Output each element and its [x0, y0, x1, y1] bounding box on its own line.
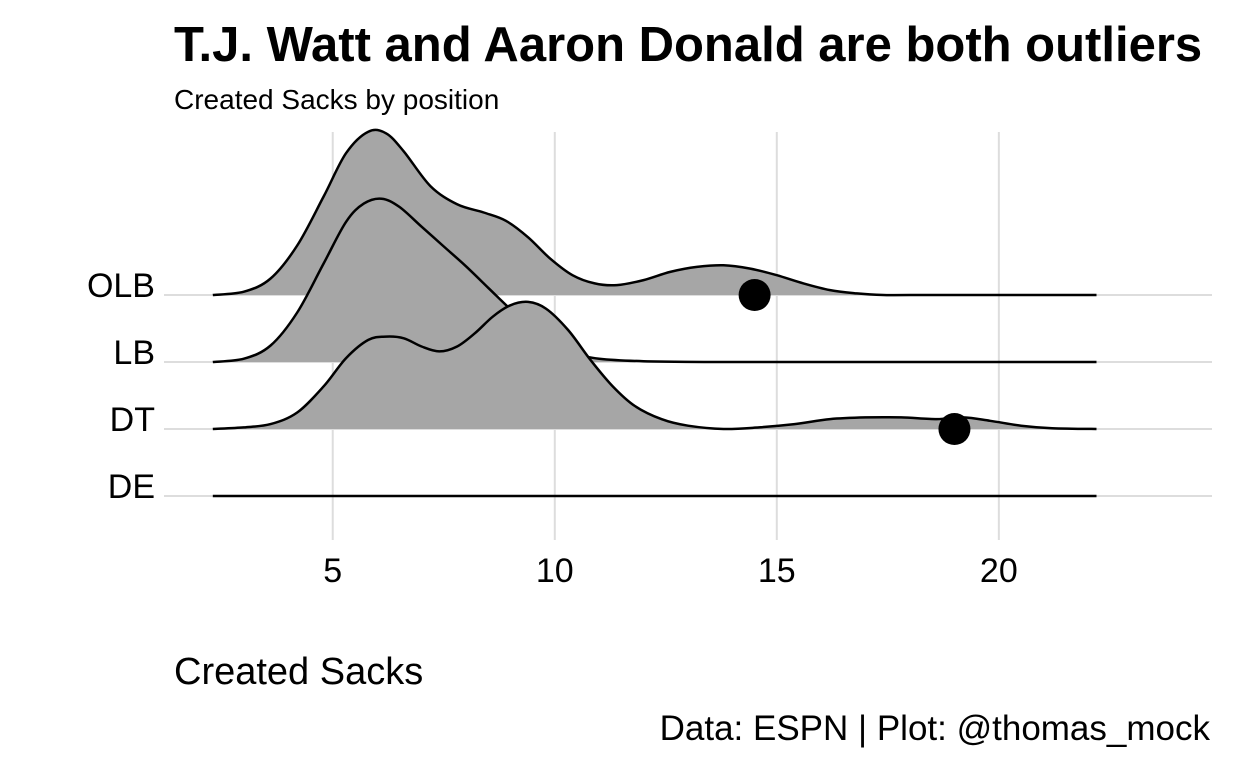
x-tick-labels: 5 10 15 20: [323, 552, 1017, 590]
ridge-fill: [212, 198, 1097, 363]
highlight-point: [738, 279, 771, 311]
x-axis-label: Created Sacks: [174, 651, 424, 693]
chart-title: T.J. Watt and Aaron Donald are both outl…: [174, 18, 1203, 72]
x-tick-label: 5: [323, 552, 342, 590]
ridge-layer: [212, 128, 1097, 498]
y-category-label: DE: [108, 468, 155, 506]
ridge-lb: [212, 197, 1097, 364]
ridge-outline: [212, 128, 1097, 297]
x-tick-label: 15: [758, 552, 796, 590]
ridge-fill: [212, 301, 1097, 430]
y-category-labels: DE DT LB OLB: [87, 267, 155, 506]
ridge-outline: [212, 300, 1097, 431]
highlight-point: [938, 413, 971, 445]
y-category-label: LB: [113, 334, 155, 372]
chart-caption: Data: ESPN | Plot: @thomas_mock: [659, 709, 1210, 748]
ridge-outline: [212, 197, 1097, 364]
chart-subtitle: Created Sacks by position: [174, 84, 500, 115]
x-tick-label: 20: [980, 552, 1018, 590]
ridge-dt: [212, 300, 1097, 445]
y-category-label: OLB: [87, 267, 155, 305]
x-tick-label: 10: [536, 552, 574, 590]
y-category-label: DT: [110, 401, 155, 439]
